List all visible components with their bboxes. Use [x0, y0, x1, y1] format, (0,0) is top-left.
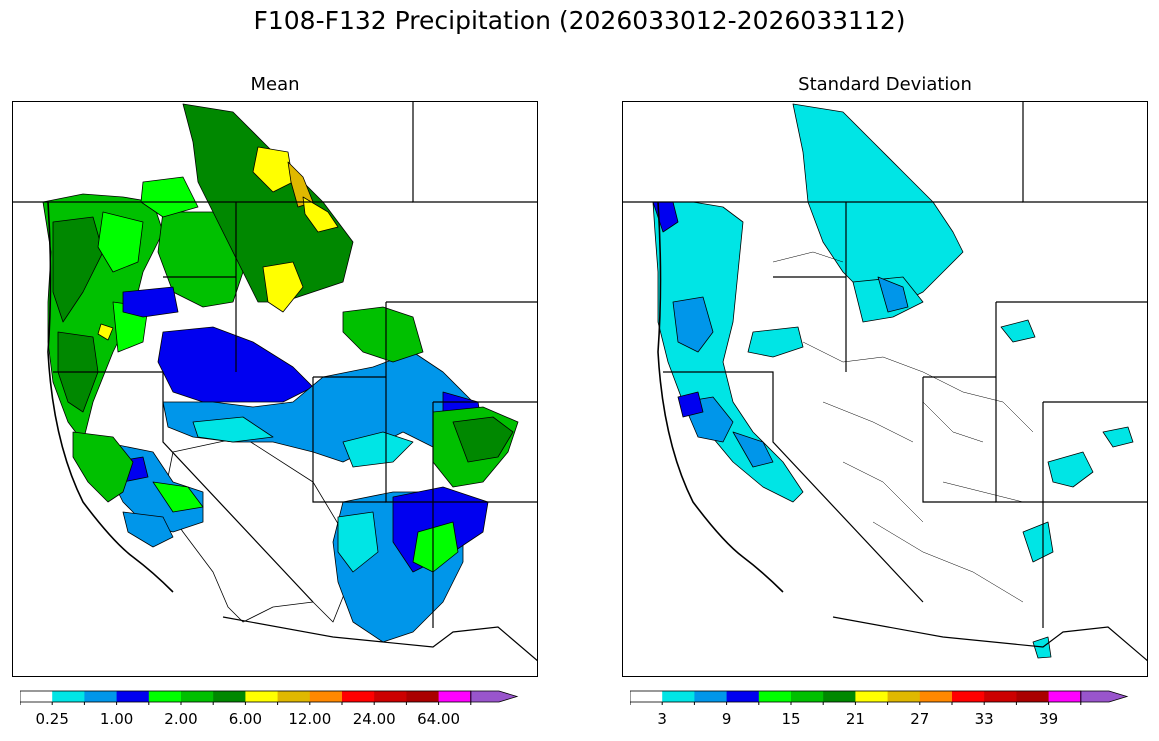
stddev-colorbar — [630, 690, 1129, 705]
colorbar-swatch — [726, 691, 760, 702]
colorbar-tick-label: 0.25 — [35, 710, 69, 728]
colorbar-swatch — [919, 691, 953, 702]
colorbar-swatch — [887, 691, 921, 702]
colorbar-tick-label: 39 — [1039, 710, 1059, 728]
colorbar-tick-label: 6.00 — [228, 710, 263, 728]
colorbar-swatch — [1048, 691, 1082, 702]
colorbar-swatch — [630, 691, 663, 702]
colorbar-swatch — [277, 691, 311, 702]
stddev-panel-title: Standard Deviation — [798, 74, 972, 95]
colorbar-swatch — [116, 691, 150, 702]
colorbar-tick-label: 12.00 — [288, 710, 332, 728]
mean-panel-title: Mean — [250, 74, 300, 95]
colorbar-swatch — [791, 691, 824, 702]
mean-map — [12, 101, 538, 677]
colorbar-tick-label: 1.00 — [99, 710, 134, 728]
colorbar-swatch — [342, 691, 375, 702]
mean-colorbar — [20, 690, 519, 705]
colorbar-swatch — [823, 691, 856, 702]
colorbar-extend-arrow — [1080, 690, 1129, 703]
colorbar-swatch — [309, 691, 343, 702]
region-coast — [652, 201, 804, 503]
stddev-map — [622, 101, 1148, 677]
region-northern-rockies — [792, 103, 964, 313]
colorbar-tick-label: 24.00 — [352, 710, 396, 728]
colorbar-tick-label: 3 — [657, 710, 667, 728]
colorbar-swatch — [952, 691, 985, 702]
colorbar-swatch — [758, 691, 792, 702]
figure-title: F108-F132 Precipitation (2026033012-2026… — [253, 6, 906, 35]
colorbar-swatch — [374, 691, 407, 702]
colorbar-swatch — [984, 691, 1017, 702]
colorbar-swatch — [84, 691, 118, 702]
colorbar-tick-label: 9 — [721, 710, 732, 728]
colorbar-swatch — [694, 691, 728, 702]
colorbar-swatch — [213, 691, 246, 702]
region-southwest — [162, 436, 354, 623]
colorbar-swatch — [662, 691, 695, 702]
colorbar-swatch — [52, 691, 85, 702]
colorbar-swatch — [245, 691, 279, 702]
colorbar-tick-label: 27 — [910, 710, 930, 728]
colorbar-swatch — [406, 691, 440, 702]
colorbar-tick-label: 21 — [845, 710, 865, 728]
colorbar-swatch — [181, 691, 214, 702]
colorbar-outline — [630, 690, 1082, 703]
colorbar-swatch — [20, 691, 53, 702]
colorbar-tick-label: 33 — [974, 710, 994, 728]
colorbar-swatch — [1016, 691, 1050, 702]
colorbar-tick-label: 64.00 — [417, 710, 461, 728]
colorbar-tick-label: 15 — [781, 710, 801, 728]
colorbar-swatch — [438, 691, 472, 702]
colorbar-swatch — [148, 691, 182, 702]
colorbar-swatch — [855, 691, 889, 702]
colorbar-tick-label: 2.00 — [164, 710, 198, 728]
colorbar-extend-arrow — [470, 690, 519, 703]
colorbar-outline — [20, 690, 472, 703]
